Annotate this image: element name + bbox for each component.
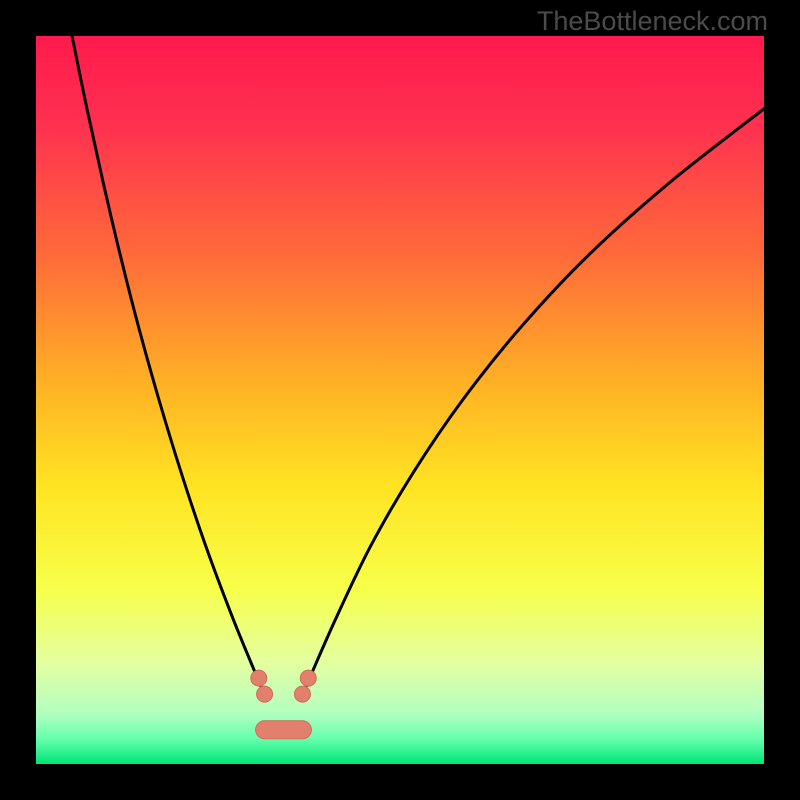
- bottleneck-curve-left: [71, 36, 264, 693]
- marker-dot-1: [257, 686, 273, 702]
- plot-area: [36, 36, 764, 764]
- bottleneck-curve-right: [303, 102, 764, 693]
- curves-layer: [36, 36, 764, 764]
- marker-floor-pill: [256, 721, 312, 739]
- marker-dot-2: [294, 686, 310, 702]
- marker-dot-3: [300, 670, 316, 686]
- chart-stage: TheBottleneck.com: [0, 0, 800, 800]
- watermark-text: TheBottleneck.com: [537, 6, 768, 37]
- marker-dot-0: [251, 670, 267, 686]
